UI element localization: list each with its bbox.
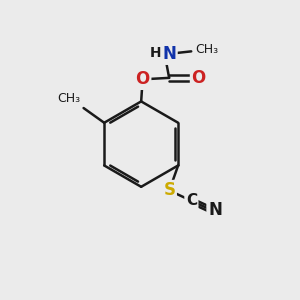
Text: CH₃: CH₃ xyxy=(58,92,81,105)
Text: N: N xyxy=(162,45,176,63)
Text: CH₃: CH₃ xyxy=(196,44,219,56)
Text: H: H xyxy=(150,46,162,60)
Text: O: O xyxy=(191,69,206,87)
Text: C: C xyxy=(186,193,197,208)
Text: N: N xyxy=(208,201,222,219)
Text: S: S xyxy=(163,182,175,200)
Text: O: O xyxy=(136,70,150,88)
